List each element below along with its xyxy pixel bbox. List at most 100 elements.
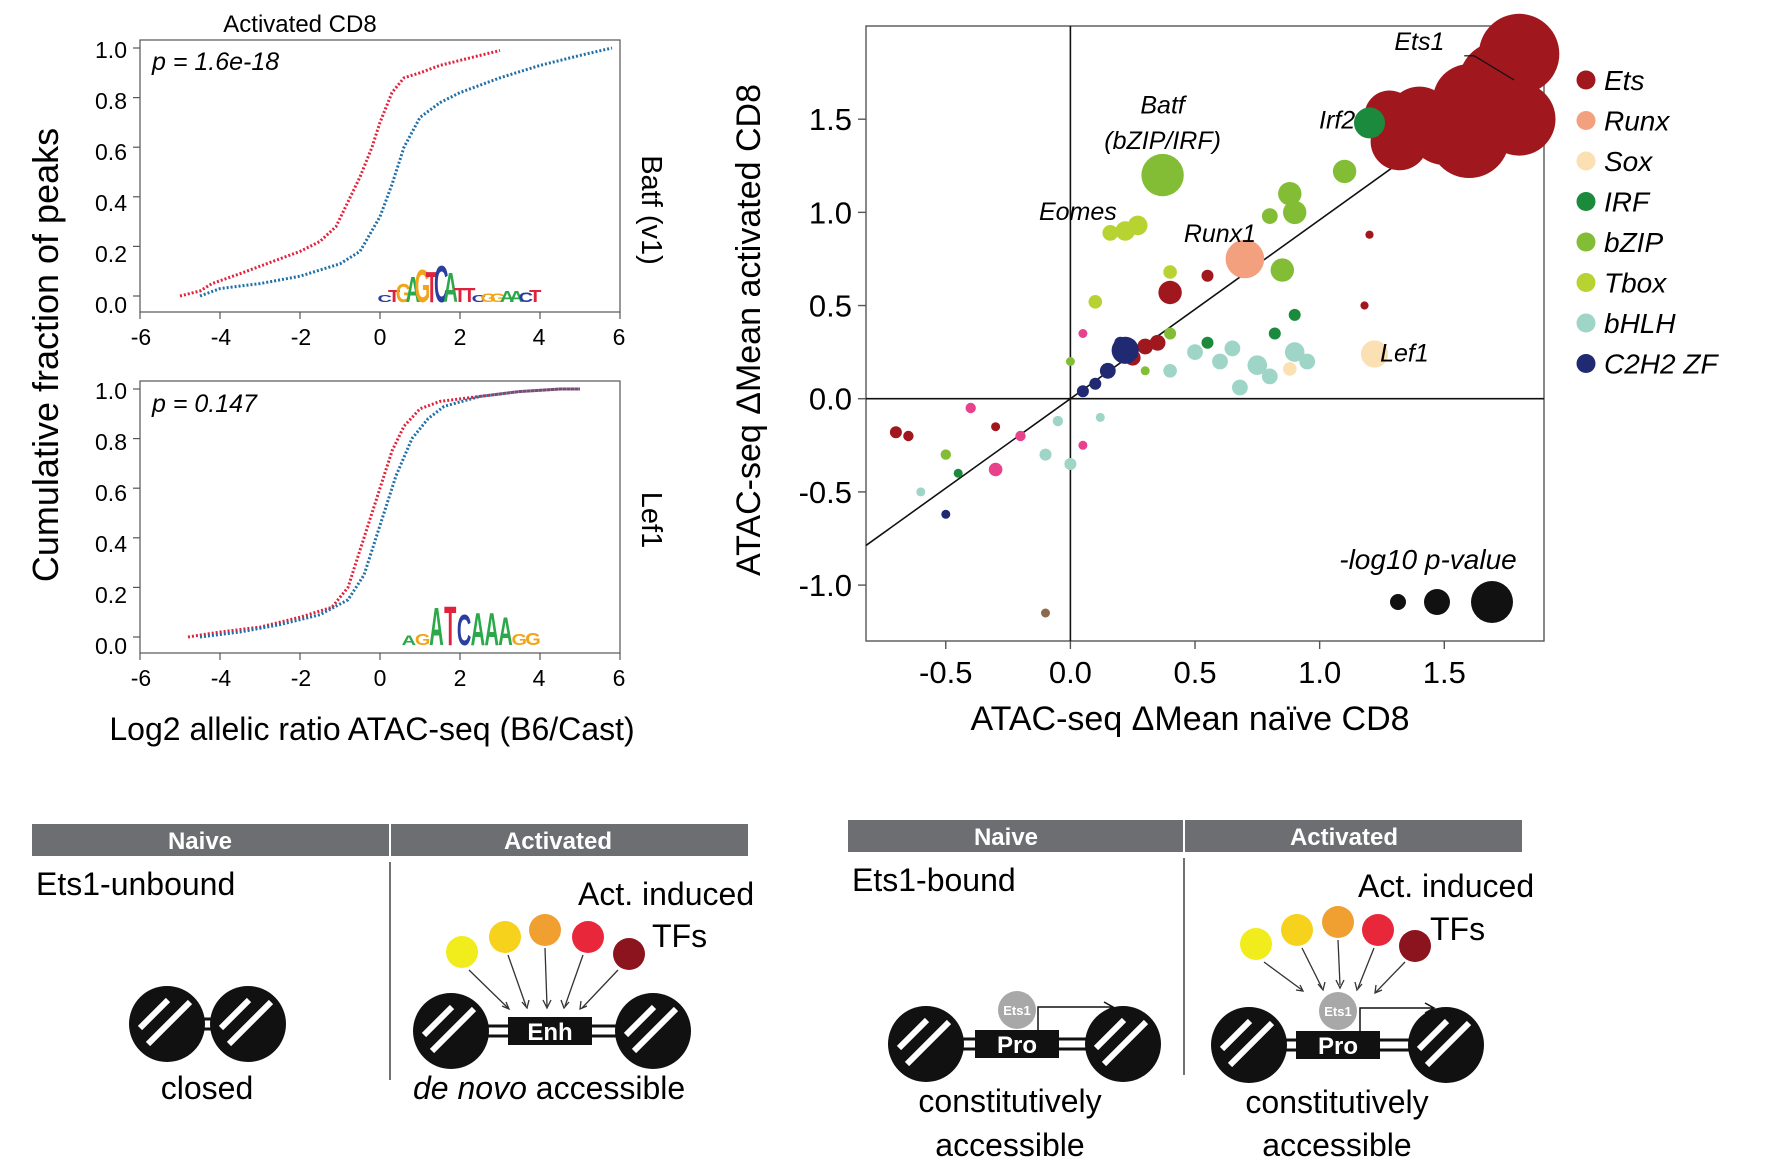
legend-label: Runx [1604, 106, 1670, 137]
x-tick-label: -6 [131, 324, 151, 350]
scatter-point [941, 509, 951, 519]
transcription-arrow-icon [1037, 1006, 1112, 1030]
scatter-point [1078, 329, 1088, 338]
scatter-point [1332, 159, 1357, 184]
enhancer-label: Enh [527, 1019, 572, 1046]
y-tick-labels: 1.0 0.8 0.6 0.4 0.2 0.0 [95, 378, 127, 659]
y-tick-label: 1.0 [809, 195, 852, 230]
scatter-point [1482, 82, 1556, 156]
x-tick-label: -4 [211, 324, 232, 350]
tf-label-line2: TFs [652, 918, 707, 954]
x-tick-label: -6 [131, 665, 151, 691]
promoter-naive: Pro Ets1 [888, 991, 1161, 1082]
x-tick-label: 6 [613, 324, 626, 350]
legend-swatch [1576, 313, 1596, 333]
cdf-series-line [199, 46, 613, 298]
enhancer-box [508, 1017, 592, 1045]
motif-letter: A [498, 608, 512, 654]
scatter-point [1102, 225, 1119, 241]
scatter-point [1232, 379, 1248, 396]
x-tick-label: 6 [613, 665, 626, 691]
motif-letter: A [484, 603, 498, 655]
scatter-point [1283, 362, 1297, 376]
ets1-factor-icon [1319, 992, 1357, 1030]
motif-letter: A [406, 271, 420, 311]
tf-circles [1240, 906, 1431, 962]
motif-letter: A [509, 288, 523, 306]
legend-label: IRF [1604, 187, 1651, 218]
y-tick-label: -0.5 [799, 475, 852, 510]
scatter-point [988, 462, 1003, 477]
scatter-point [1041, 608, 1050, 618]
cdf-series-line [199, 387, 580, 639]
cdf-y-axis-label: Cumulative fraction of peaks [25, 128, 66, 582]
header-activated: Activated [1290, 824, 1398, 851]
y-tick-label: 0.6 [95, 480, 127, 506]
x-tick-label: 2 [454, 665, 467, 691]
tf-circle [1362, 914, 1394, 946]
nucleosome-icon [615, 993, 691, 1069]
state-label: Ets1-unbound [36, 866, 235, 902]
ets1-factor-label: Ets1 [1003, 1003, 1030, 1018]
y-tick-label: 0.2 [95, 582, 127, 608]
legend-swatch [1576, 273, 1596, 292]
motif-letter: T [444, 594, 456, 657]
cdf-series-line [187, 387, 580, 639]
ets1-factor-icon [998, 991, 1036, 1029]
cdf-plot-area [133, 46, 621, 319]
nucleosome-icon [129, 986, 205, 1062]
scatter-point [1088, 295, 1103, 309]
y-tick-label: 0.8 [95, 88, 127, 114]
plot-frame [139, 39, 621, 313]
scatter-point [953, 468, 963, 478]
tf-circle [613, 938, 645, 970]
scatter-point [1115, 221, 1135, 241]
scatter-point [1360, 340, 1389, 368]
scatter-point [1015, 430, 1026, 442]
x-tick-label: 0 [374, 324, 387, 350]
motif-letter: T [463, 285, 475, 307]
nucleosome-icon [413, 993, 489, 1069]
x-tick-label: 1.0 [1298, 655, 1341, 690]
scatter-point [916, 487, 926, 497]
cdf-plot-area [133, 387, 621, 660]
motif-letter: G [415, 631, 431, 649]
tf-label-line1: Act. induced [578, 876, 754, 912]
tf-label-line1: Act. induced [1358, 868, 1534, 904]
motif-letter: A [443, 264, 457, 311]
legend-label: Ets [1604, 65, 1644, 96]
ets1-factor-label: Ets1 [1324, 1004, 1351, 1019]
transcription-arrow-icon [1359, 1007, 1433, 1031]
motif-letter: A [429, 596, 443, 657]
caption-line2: accessible [935, 1127, 1084, 1163]
open-chromatin-enhancer: Enh [413, 993, 691, 1069]
scatter-point [1224, 340, 1241, 357]
nucleosome-icon [1211, 1007, 1287, 1083]
header-naive: Naive [974, 824, 1038, 851]
size-legend-medium-dot [1424, 589, 1450, 615]
plot-frame [139, 380, 621, 654]
y-tick-labels: 1.0 0.8 0.6 0.4 0.2 0.0 [95, 37, 127, 318]
motif-letter: T [454, 285, 466, 307]
scatter-point [1247, 355, 1268, 376]
legend-label: C2H2 ZF [1604, 349, 1719, 380]
promoter-box [975, 1030, 1059, 1058]
tf-circle [1322, 906, 1354, 938]
scatter-point [1278, 182, 1302, 206]
x-tick-labels: -6 -4 -2 0 2 4 6 [131, 665, 626, 691]
motif-letter: T [529, 287, 542, 307]
promoter-box [1296, 1031, 1380, 1059]
caption-line1: constitutively [1245, 1084, 1428, 1120]
scatter-point [1141, 153, 1184, 197]
scatter-point [1201, 269, 1214, 282]
point-label: Irf2 [1319, 107, 1355, 135]
scatter-point [1158, 280, 1182, 305]
point-label: Batf [1140, 92, 1188, 120]
size-legend-title: -log10 p-value [1339, 544, 1516, 575]
scatter-point [1360, 301, 1369, 310]
x-tick-label: 4 [533, 324, 546, 350]
scatter-point [1065, 357, 1075, 366]
tf-arrows [468, 947, 619, 1011]
y-tick-label: 0.6 [95, 139, 127, 165]
caption-line2: accessible [1262, 1127, 1411, 1163]
